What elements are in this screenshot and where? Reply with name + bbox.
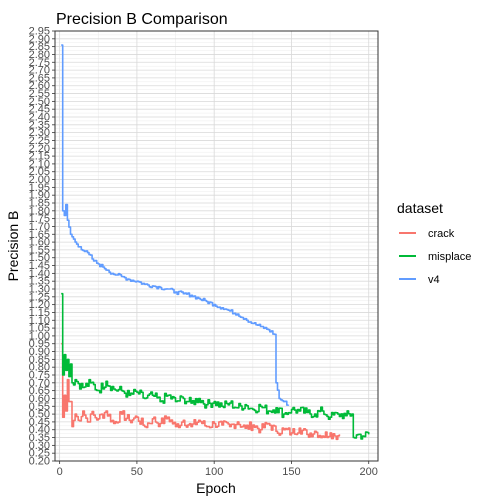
y-axis-title: Precision B — [5, 211, 21, 282]
x-tick-label: 150 — [282, 466, 300, 478]
legend-title: dataset — [397, 200, 443, 216]
y-tick-label: 2.55 — [29, 88, 50, 100]
y-tick-label: 1.30 — [29, 284, 50, 296]
y-tick-label: 1.90 — [29, 190, 50, 202]
y-tick-label: 2.10 — [29, 158, 50, 170]
y-tick-label: 1.75 — [29, 213, 50, 225]
y-tick-label: 2.95 — [29, 26, 50, 38]
y-tick-label: 1.35 — [29, 276, 50, 288]
y-tick-label: 1.85 — [29, 198, 50, 210]
y-tick-label: 0.70 — [29, 377, 50, 389]
y-tick-label: 0.35 — [29, 432, 50, 444]
y-tick-label: 1.70 — [29, 221, 50, 233]
y-tick-label: 0.25 — [29, 448, 50, 460]
plot-border — [54, 30, 379, 462]
x-axis-title: Epoch — [196, 480, 236, 496]
x-tick-label: 0 — [57, 466, 63, 478]
series-line-crack — [61, 342, 341, 441]
y-tick-label: 1.20 — [29, 299, 50, 311]
y-tick-label: 0.90 — [29, 346, 50, 358]
y-tick-label: 2.40 — [29, 112, 50, 124]
y-tick-label: 0.60 — [29, 393, 50, 405]
y-tick-label: 1.10 — [29, 315, 50, 327]
y-tick-label: 2.85 — [29, 41, 50, 53]
y-tick-label: 1.65 — [29, 229, 50, 241]
chart-title: Precision B Comparison — [56, 11, 228, 28]
series-line-v4 — [61, 44, 290, 406]
y-tick-label: 2.05 — [29, 166, 50, 178]
y-tick-label: 1.80 — [29, 205, 50, 217]
legend: dataset crack misplace v4 — [397, 200, 471, 286]
y-tick-label: 0.50 — [29, 409, 50, 421]
y-tick-label: 1.00 — [29, 330, 50, 342]
y-tick-label: 0.40 — [29, 424, 50, 436]
y-tick-label: 2.35 — [29, 119, 50, 131]
y-tick-label: 0.95 — [29, 338, 50, 350]
y-tick-label: 1.50 — [29, 252, 50, 264]
y-tick-label: 0.80 — [29, 362, 50, 374]
x-tick-label: 50 — [131, 466, 143, 478]
y-tick-label: 0.20 — [29, 456, 50, 468]
y-tick-label: 2.80 — [29, 49, 50, 61]
legend-label-misplace: misplace — [428, 251, 471, 263]
y-tick-label: 2.20 — [29, 143, 50, 155]
y-tick-label: 2.70 — [29, 65, 50, 77]
y-tick-label: 2.65 — [29, 72, 50, 84]
y-tick-label: 0.75 — [29, 370, 50, 382]
y-tick-label: 0.45 — [29, 416, 50, 428]
legend-label-crack: crack — [428, 228, 455, 240]
y-tick-label: 1.15 — [29, 307, 50, 319]
y-tick-label: 0.85 — [29, 354, 50, 366]
y-tick-label: 1.40 — [29, 268, 50, 280]
x-tick-label: 100 — [205, 466, 223, 478]
y-tick-label: 0.55 — [29, 401, 50, 413]
y-tick-label: 2.30 — [29, 127, 50, 139]
y-tick-label: 2.15 — [29, 151, 50, 163]
y-tick-label: 2.90 — [29, 33, 50, 45]
x-tick-label: 200 — [360, 466, 378, 478]
legend-label-v4: v4 — [428, 274, 440, 286]
y-tick-label: 2.75 — [29, 57, 50, 69]
y-tick-label: 0.65 — [29, 385, 50, 397]
y-tick-label: 2.50 — [29, 96, 50, 108]
y-tick-label: 1.25 — [29, 291, 50, 303]
y-tick-label: 2.60 — [29, 80, 50, 92]
y-tick-label: 0.30 — [29, 440, 50, 452]
y-tick-label: 1.60 — [29, 237, 50, 249]
y-tick-label: 1.45 — [29, 260, 50, 272]
y-tick-label: 2.45 — [29, 104, 50, 116]
y-tick-label: 1.05 — [29, 323, 50, 335]
series-line-misplace — [61, 292, 370, 440]
y-tick-label: 1.95 — [29, 182, 50, 194]
y-tick-label: 2.00 — [29, 174, 50, 186]
y-tick-label: 1.55 — [29, 244, 50, 256]
y-tick-label: 2.25 — [29, 135, 50, 147]
series-lines — [61, 44, 370, 441]
